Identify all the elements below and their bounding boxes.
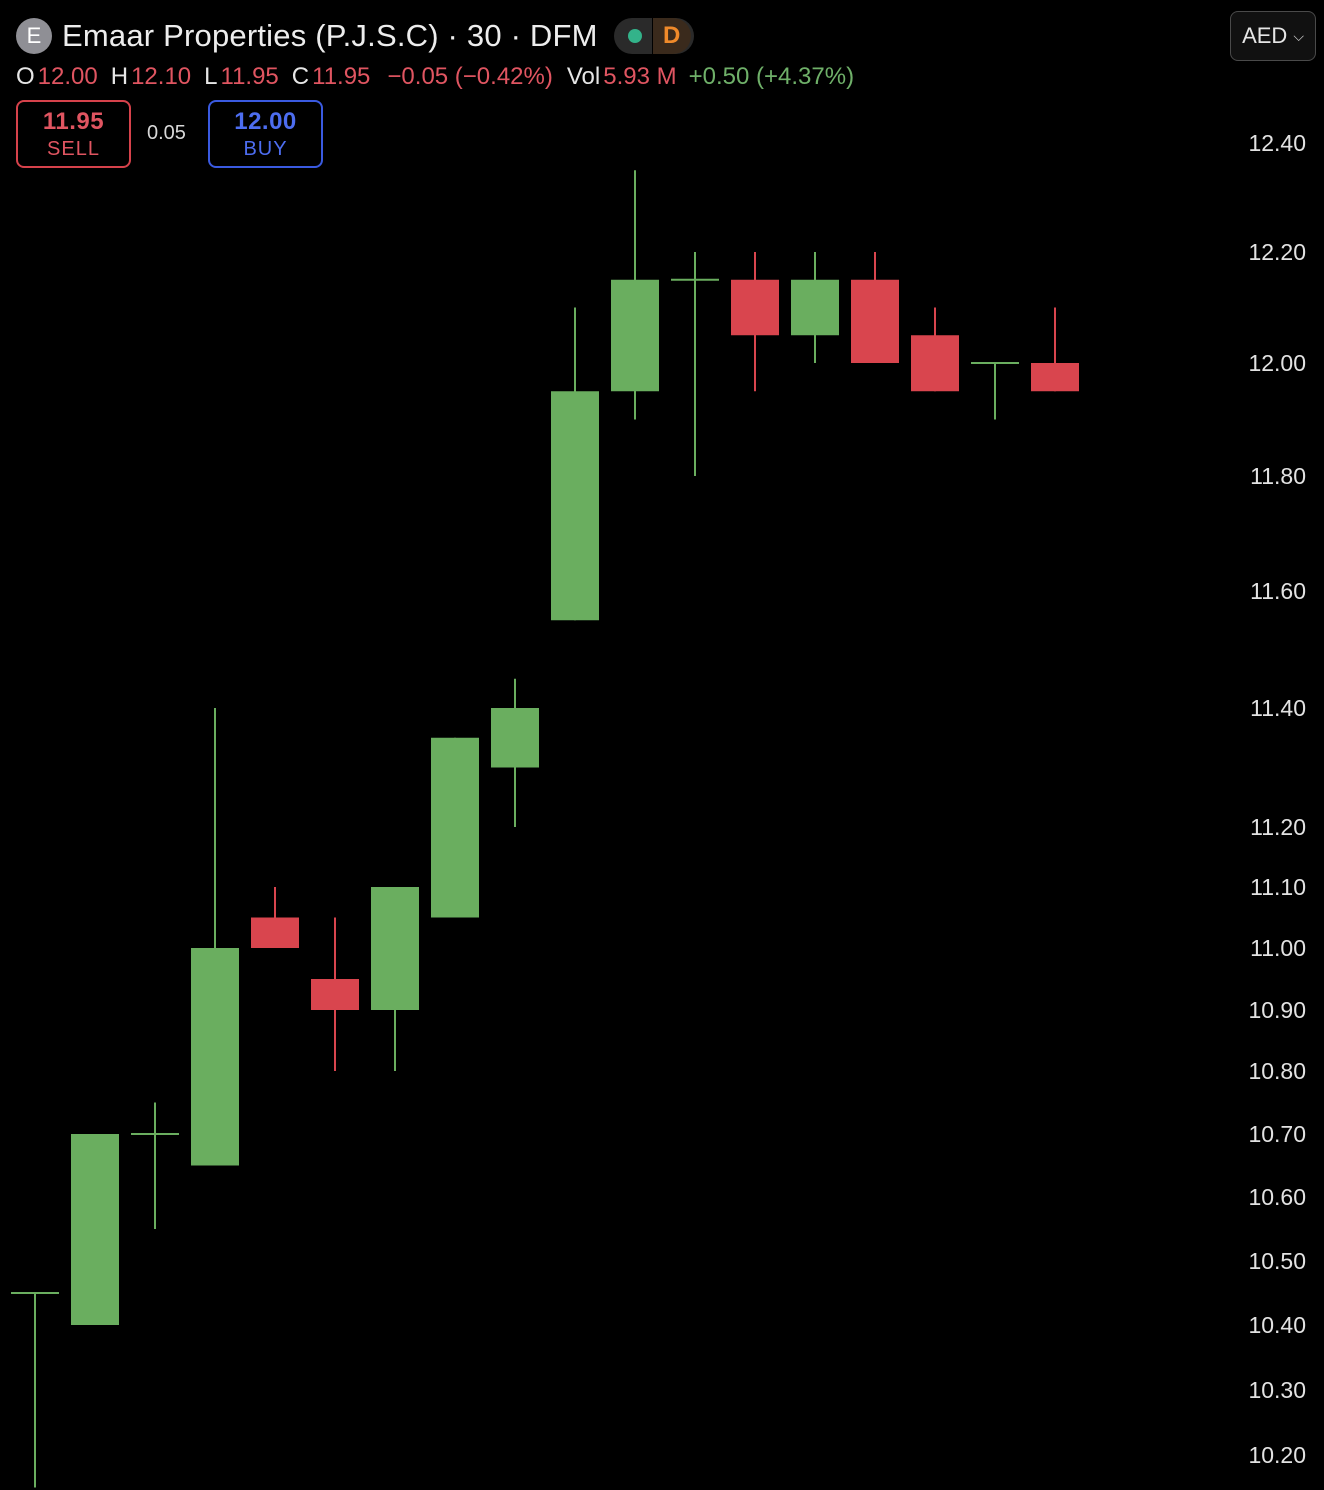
candle[interactable] bbox=[191, 708, 239, 1166]
candle-body bbox=[911, 335, 959, 392]
candle[interactable] bbox=[11, 1292, 59, 1488]
low-key: L bbox=[204, 63, 218, 90]
candle-body bbox=[311, 979, 359, 1010]
candle-body bbox=[1031, 363, 1079, 392]
currency-selector[interactable]: AED ⌵ bbox=[1230, 11, 1316, 61]
close-value: 11.95 bbox=[312, 63, 371, 90]
open-value: 12.00 bbox=[37, 63, 98, 90]
market-status-pill[interactable]: D bbox=[613, 18, 694, 54]
price-tick-label: 12.20 bbox=[1248, 239, 1306, 265]
price-tick-label: 10.20 bbox=[1248, 1442, 1306, 1468]
buy-price: 12.00 bbox=[234, 107, 297, 135]
price-axis[interactable]: 12.40 12.20 12.00 11.80 11.60 11.40 11.20 11.10… bbox=[1248, 130, 1306, 1468]
symbol-header[interactable]: E Emaar Properties (P.J.S.C) · 30 · DFM … bbox=[16, 14, 694, 58]
sell-button[interactable]: 11.95 SELL bbox=[16, 100, 131, 168]
spread-value: 0.05 bbox=[147, 122, 186, 144]
candle[interactable] bbox=[251, 887, 299, 948]
candle[interactable] bbox=[611, 170, 659, 420]
candle[interactable] bbox=[971, 362, 1019, 420]
low-value: 11.95 bbox=[220, 63, 279, 90]
price-tick-label: 10.70 bbox=[1248, 1121, 1306, 1147]
delayed-data-badge[interactable]: D bbox=[652, 18, 691, 54]
price-change: −0.05 (−0.42%) bbox=[387, 63, 553, 90]
candle-body bbox=[191, 948, 239, 1166]
candle-body bbox=[491, 708, 539, 768]
sell-label: SELL bbox=[47, 137, 100, 160]
sell-price: 11.95 bbox=[42, 107, 105, 135]
candle[interactable] bbox=[431, 737, 479, 918]
candle[interactable] bbox=[851, 252, 899, 363]
candle-body bbox=[731, 279, 779, 336]
price-tick-label: 11.00 bbox=[1250, 935, 1306, 961]
currency-label: AED bbox=[1242, 23, 1288, 48]
buy-label: BUY bbox=[243, 137, 288, 160]
high-value: 12.10 bbox=[131, 63, 192, 90]
price-tick-label: 11.10 bbox=[1250, 874, 1306, 900]
candle[interactable] bbox=[491, 678, 539, 827]
price-tick-label: 11.80 bbox=[1250, 463, 1306, 489]
ohlc-legend: O 12.00 H 12.10 L 11.95 C 11.95 −0.05 (−… bbox=[16, 62, 854, 92]
volume-change: +0.50 (+4.37%) bbox=[688, 63, 855, 90]
price-tick-label: 11.60 bbox=[1250, 578, 1306, 604]
volume-key: Vol bbox=[566, 63, 601, 90]
open-key: O bbox=[16, 63, 35, 90]
candle[interactable] bbox=[71, 1134, 119, 1325]
symbol-title[interactable]: Emaar Properties (P.J.S.C) · 30 · DFM bbox=[62, 18, 598, 53]
price-tick-label: 10.60 bbox=[1248, 1184, 1306, 1210]
candle[interactable] bbox=[731, 252, 779, 392]
buy-button[interactable]: 12.00 BUY bbox=[208, 100, 323, 168]
candle[interactable] bbox=[1031, 307, 1079, 392]
price-tick-label: 10.80 bbox=[1248, 1058, 1306, 1084]
candle[interactable] bbox=[551, 307, 599, 621]
chevron-down-icon: ⌵ bbox=[1293, 27, 1304, 44]
high-key: H bbox=[110, 63, 129, 90]
price-tick-label: 10.30 bbox=[1248, 1377, 1306, 1403]
candles-layer bbox=[11, 170, 1079, 1488]
candle[interactable] bbox=[911, 307, 959, 392]
price-tick-label: 11.40 bbox=[1250, 695, 1306, 721]
symbol-logo: E bbox=[16, 18, 52, 54]
candle[interactable] bbox=[371, 887, 419, 1071]
candle[interactable] bbox=[671, 252, 719, 476]
price-tick-label: 11.20 bbox=[1250, 814, 1306, 840]
candle-body bbox=[851, 279, 899, 363]
candle-body bbox=[551, 391, 599, 621]
status-divider bbox=[651, 18, 653, 54]
candle-body bbox=[611, 279, 659, 392]
price-tick-label: 10.50 bbox=[1248, 1248, 1306, 1274]
candle-body bbox=[251, 917, 299, 948]
candle-body bbox=[371, 887, 419, 1010]
volume-value: 5.93 M bbox=[603, 63, 677, 90]
candle-body bbox=[791, 279, 839, 336]
candle-body bbox=[431, 737, 479, 918]
candle-body bbox=[71, 1134, 119, 1325]
candle[interactable] bbox=[131, 1102, 179, 1230]
candle[interactable] bbox=[791, 252, 839, 363]
close-key: C bbox=[291, 63, 310, 90]
price-tick-label: 12.40 bbox=[1248, 130, 1306, 156]
market-open-dot-icon bbox=[627, 29, 642, 43]
candle[interactable] bbox=[311, 917, 359, 1072]
price-tick-label: 12.00 bbox=[1248, 350, 1306, 376]
price-tick-label: 10.90 bbox=[1248, 997, 1306, 1023]
price-tick-label: 10.40 bbox=[1248, 1312, 1306, 1338]
